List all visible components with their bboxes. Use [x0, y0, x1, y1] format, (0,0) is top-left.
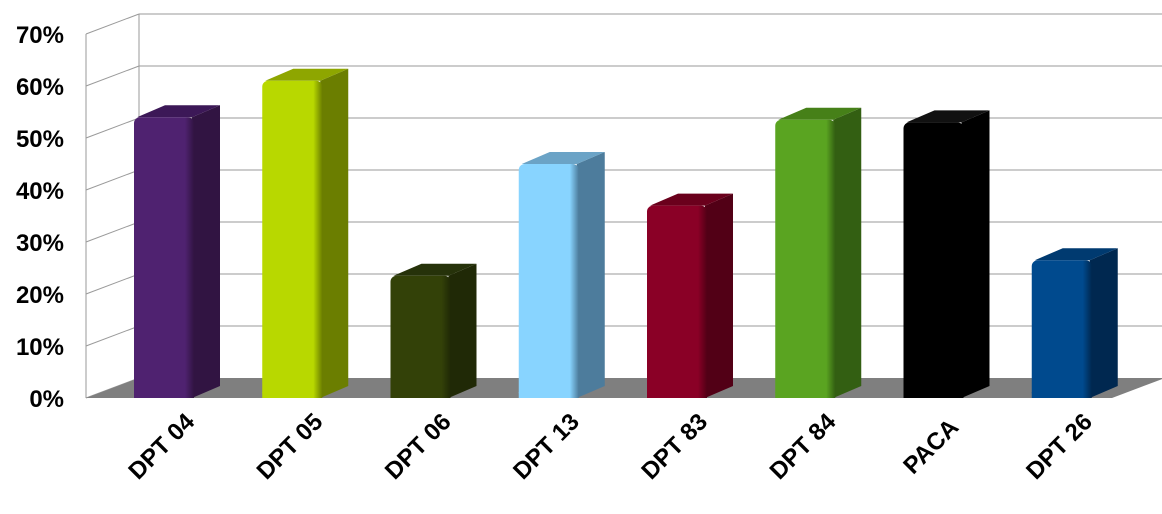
- bar-front-base: [1031, 392, 1092, 398]
- x-tick-label: DPT 84: [765, 408, 842, 485]
- bar-paca: [903, 110, 990, 399]
- gridline-diagonal: [85, 169, 140, 191]
- bars: [134, 68, 1118, 399]
- bar-top: [1034, 248, 1118, 261]
- y-tick-label: 20%: [16, 282, 64, 309]
- bar-top: [265, 68, 349, 81]
- bar-top: [650, 193, 733, 206]
- bar-dpt-26: [1031, 248, 1118, 398]
- bar-top: [393, 263, 477, 276]
- bar-side: [192, 105, 220, 398]
- y-tick-label: 0%: [29, 386, 64, 413]
- bar-dpt-83: [647, 193, 733, 398]
- bar-top: [137, 105, 220, 118]
- gridline-diagonal: [85, 65, 140, 87]
- bar-front: [390, 275, 451, 398]
- bar-front: [518, 164, 579, 398]
- bar-dpt-84: [775, 107, 862, 399]
- bar-front: [1031, 260, 1092, 398]
- x-tick-label: DPT 04: [123, 408, 200, 485]
- x-tick-label: DPT 13: [508, 408, 585, 485]
- bar-dpt-06: [390, 263, 477, 398]
- bar-front-base: [518, 392, 579, 398]
- x-tick-label: DPT 06: [380, 408, 457, 485]
- y-tick-label: 50%: [16, 126, 64, 153]
- gridline-diagonal: [85, 13, 140, 35]
- bar-side: [833, 107, 862, 399]
- y-tick-label: 30%: [16, 230, 64, 257]
- y-tick-label: 60%: [16, 74, 64, 101]
- x-tick-label: DPT 26: [1021, 408, 1098, 485]
- bar-top: [521, 152, 605, 164]
- chart-walls: [85, 14, 140, 398]
- x-tick-label: DPT 83: [636, 408, 713, 485]
- bar-front: [647, 205, 707, 398]
- y-axis-ticks: 0% 10% 20% 30% 40% 50% 60% 70%: [16, 22, 64, 413]
- bar-front-base: [390, 392, 451, 398]
- gridline-diagonal: [85, 221, 140, 243]
- gridline-diagonal: [85, 325, 140, 347]
- bar-side: [961, 110, 990, 399]
- bar-side: [320, 68, 349, 399]
- y-tick-label: 70%: [16, 22, 64, 49]
- bar-top: [906, 110, 990, 123]
- y-tick-label: 40%: [16, 178, 64, 205]
- bar-front-base: [775, 392, 836, 398]
- chart-floor: [86, 378, 1162, 398]
- bar-front-base: [134, 392, 194, 398]
- bar-side: [705, 193, 733, 398]
- bar-side: [1089, 248, 1118, 398]
- bar-front-base: [903, 392, 964, 398]
- bar-dpt-13: [518, 152, 605, 398]
- bar-dpt-04: [134, 105, 220, 398]
- bar-dpt-05: [262, 68, 349, 399]
- bar-front: [775, 119, 836, 399]
- y-tick-label: 10%: [16, 334, 64, 361]
- bar-front: [262, 80, 323, 399]
- bar-front-base: [647, 392, 707, 398]
- gridline-diagonal: [85, 273, 140, 295]
- floor-plane: [86, 378, 1162, 398]
- x-tick-label: PACA: [898, 414, 964, 480]
- bar-top: [778, 107, 862, 120]
- bar-side: [448, 263, 477, 398]
- bar-side: [576, 152, 605, 398]
- x-axis-labels: DPT 04 DPT 05 DPT 06 DPT 13 DPT 83 DPT 84 PACA…: [123, 408, 1097, 485]
- bar-front-base: [262, 392, 323, 398]
- x-tick-label: DPT 05: [252, 408, 329, 485]
- bar-front: [134, 117, 194, 398]
- bar-front: [903, 122, 964, 399]
- gridlines: [85, 13, 1162, 399]
- gridline-diagonal: [85, 117, 140, 139]
